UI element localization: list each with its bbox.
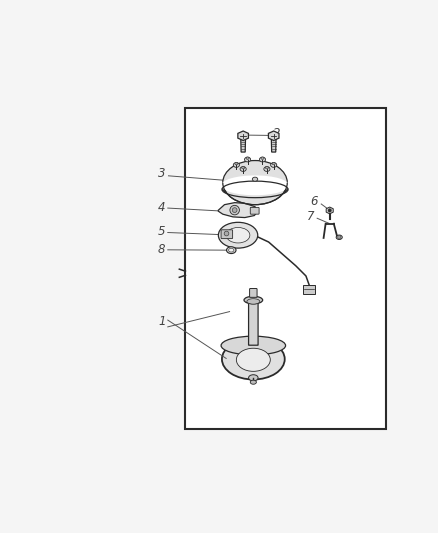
Polygon shape	[268, 131, 279, 141]
Ellipse shape	[219, 222, 258, 248]
Ellipse shape	[265, 166, 268, 169]
FancyBboxPatch shape	[249, 297, 258, 345]
Ellipse shape	[229, 248, 234, 252]
Circle shape	[224, 231, 229, 236]
Ellipse shape	[247, 298, 260, 304]
Ellipse shape	[223, 160, 287, 205]
Text: 4: 4	[158, 200, 166, 214]
Ellipse shape	[261, 157, 264, 159]
Ellipse shape	[249, 375, 258, 381]
Text: 2: 2	[273, 127, 281, 140]
FancyBboxPatch shape	[250, 288, 257, 297]
FancyBboxPatch shape	[185, 108, 386, 429]
Text: 1: 1	[158, 316, 166, 328]
Ellipse shape	[226, 228, 250, 243]
FancyBboxPatch shape	[221, 230, 233, 239]
FancyBboxPatch shape	[303, 285, 315, 294]
Text: 3: 3	[158, 167, 166, 180]
Ellipse shape	[272, 163, 275, 165]
Ellipse shape	[223, 183, 287, 196]
Ellipse shape	[221, 175, 289, 195]
Circle shape	[230, 205, 240, 215]
Ellipse shape	[336, 235, 342, 239]
Ellipse shape	[237, 348, 270, 372]
Ellipse shape	[242, 166, 245, 169]
Ellipse shape	[271, 163, 277, 167]
Ellipse shape	[233, 163, 240, 167]
Polygon shape	[326, 207, 333, 214]
Polygon shape	[238, 131, 248, 141]
Ellipse shape	[221, 336, 286, 355]
Ellipse shape	[226, 247, 236, 254]
Ellipse shape	[240, 167, 246, 172]
Polygon shape	[271, 139, 276, 152]
Text: 8: 8	[158, 243, 166, 256]
Polygon shape	[241, 139, 246, 152]
Ellipse shape	[252, 177, 258, 181]
Circle shape	[338, 236, 341, 239]
Ellipse shape	[244, 296, 263, 304]
Ellipse shape	[222, 339, 285, 379]
Ellipse shape	[264, 167, 270, 172]
Ellipse shape	[246, 157, 249, 159]
Ellipse shape	[244, 157, 251, 162]
Text: 7: 7	[307, 210, 315, 223]
Ellipse shape	[259, 157, 265, 162]
Text: 5: 5	[158, 225, 166, 238]
Polygon shape	[218, 203, 258, 217]
Circle shape	[232, 208, 237, 213]
Ellipse shape	[235, 163, 238, 165]
Circle shape	[328, 209, 332, 212]
Ellipse shape	[250, 380, 256, 384]
Text: 6: 6	[311, 196, 318, 208]
FancyBboxPatch shape	[250, 207, 259, 214]
